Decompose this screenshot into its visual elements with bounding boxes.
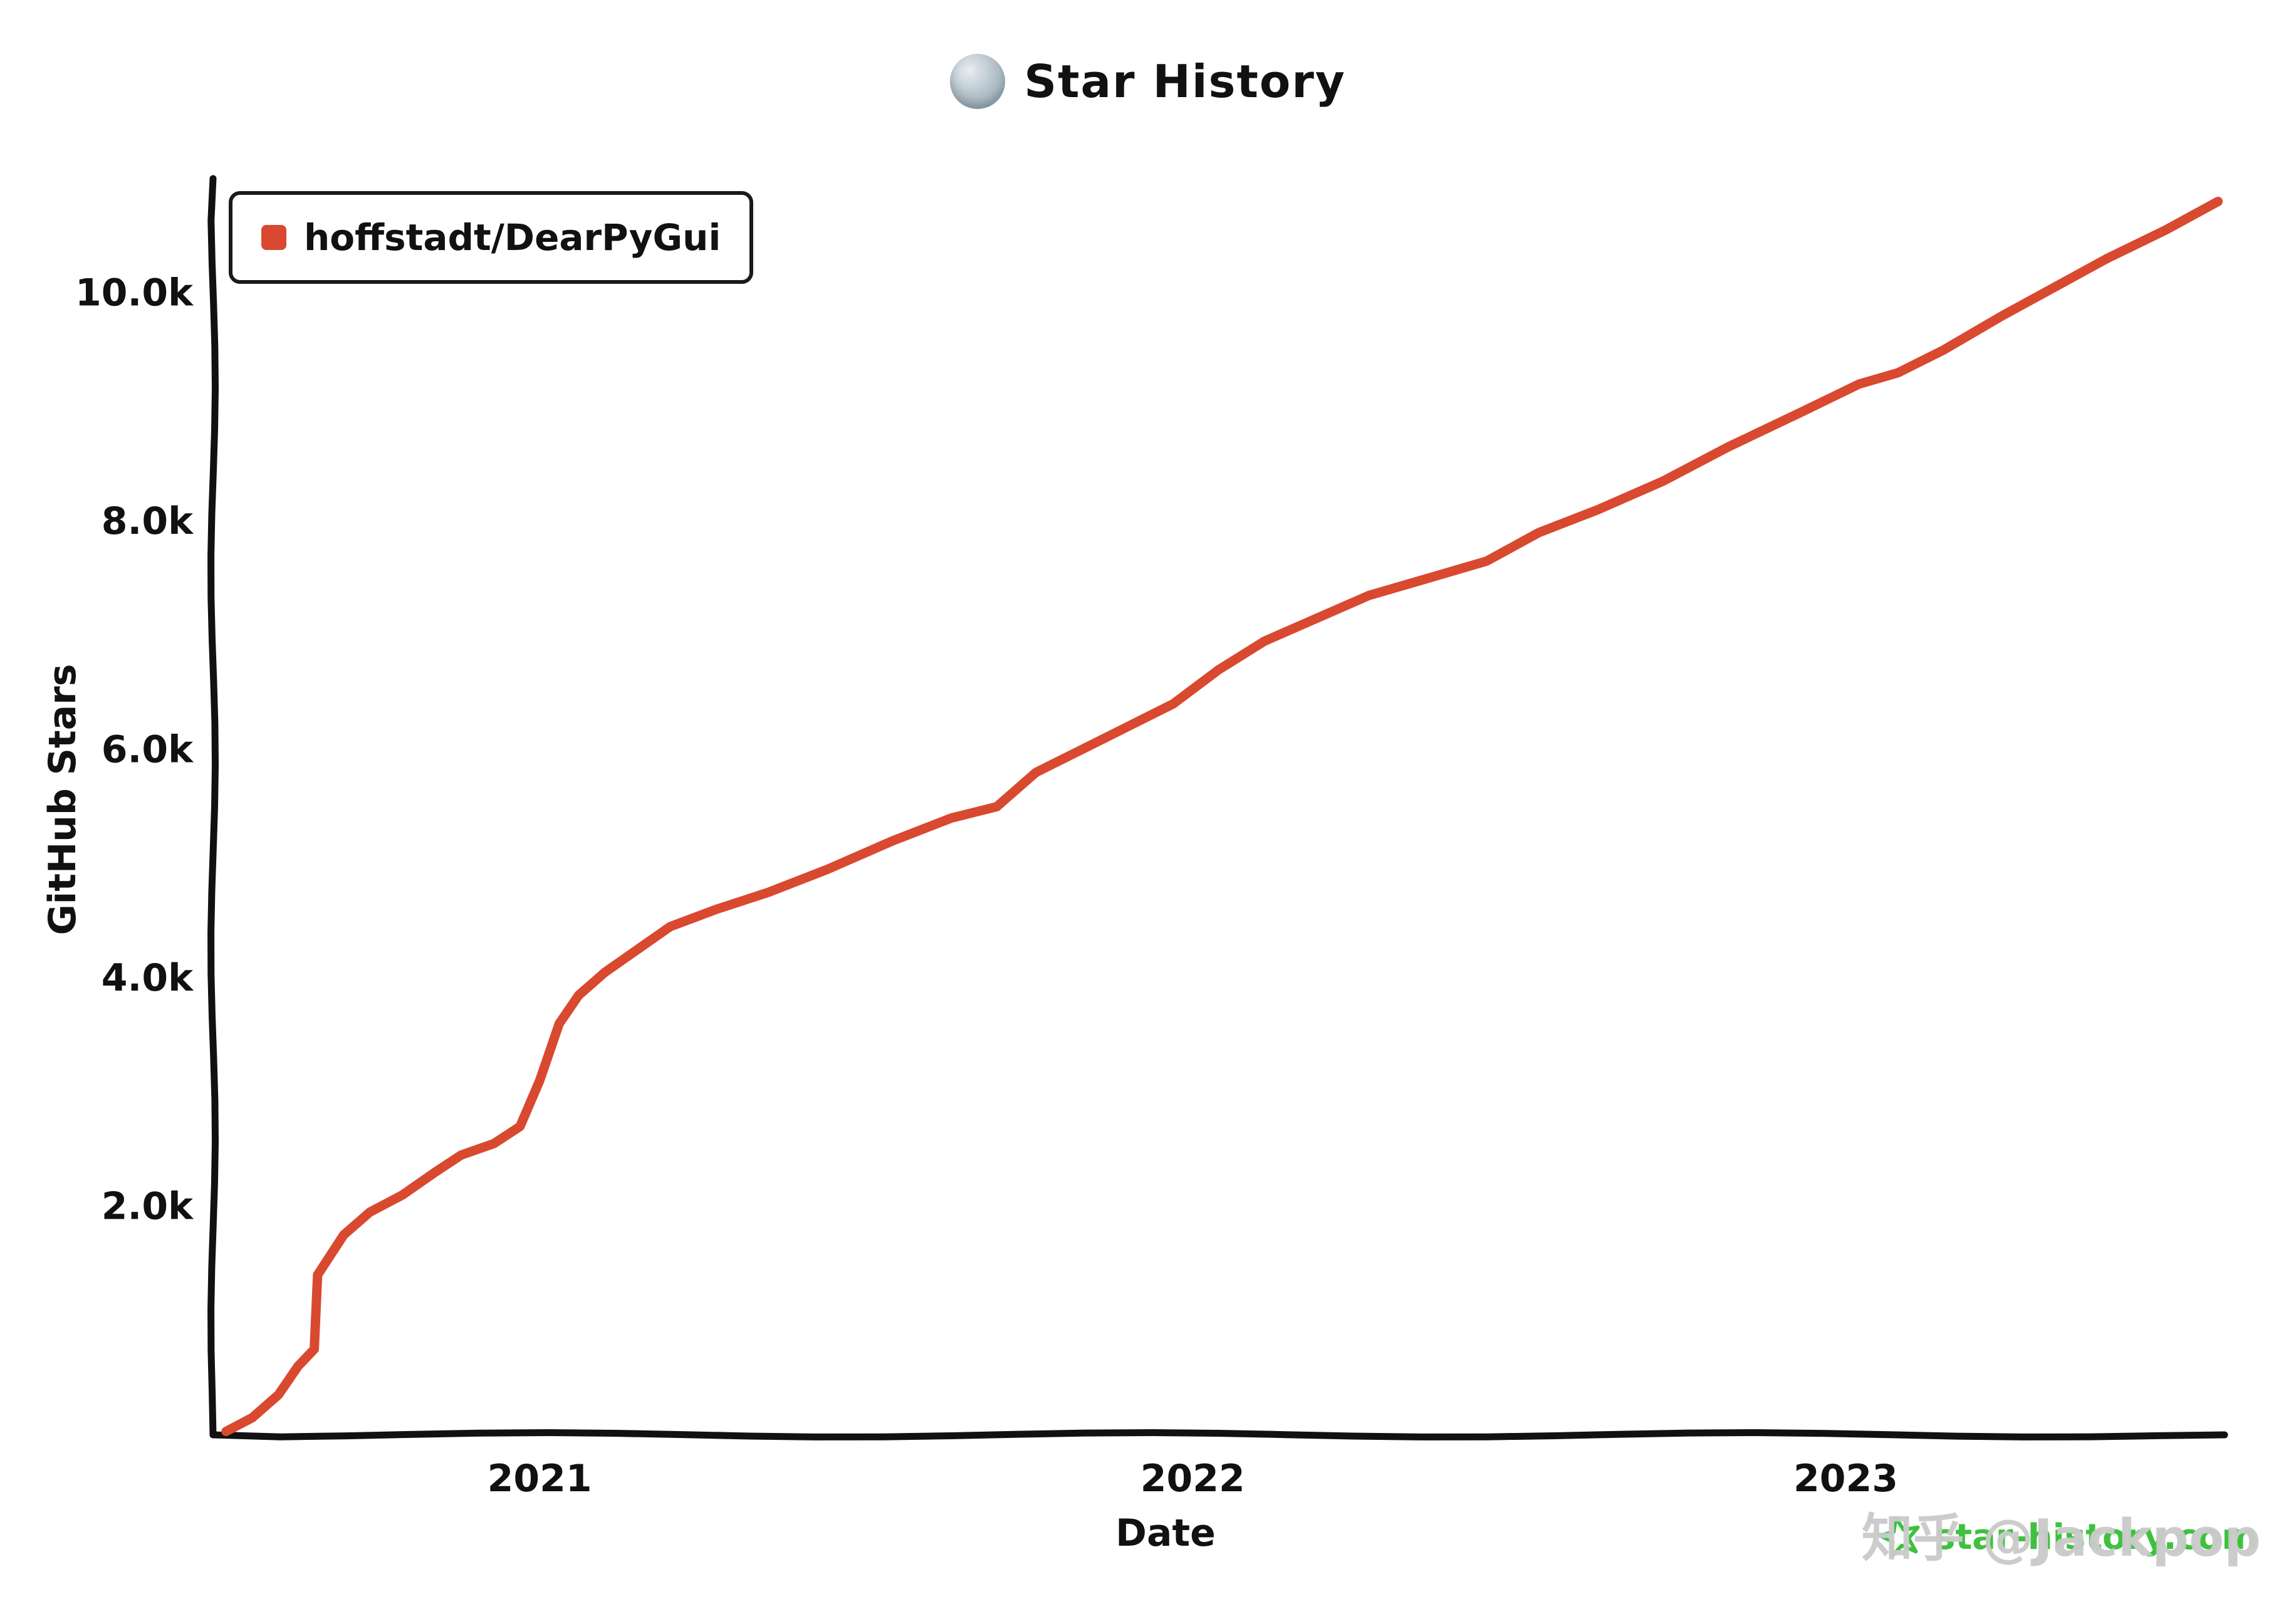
y-axis-label: GitHub Stars: [41, 664, 85, 935]
star-history-logo-icon: [1877, 1516, 1920, 1559]
y-tick-label: 8.0k: [102, 499, 194, 543]
x-axis-label: Date: [1115, 1511, 1216, 1555]
branding[interactable]: star-history.com: [1877, 1514, 2258, 1560]
y-axis: [207, 175, 219, 1439]
y-tick-label: 6.0k: [102, 727, 194, 771]
x-tick-label: 2021: [488, 1457, 592, 1501]
y-tick-label: 2.0k: [102, 1184, 194, 1228]
y-tick-label: 10.0k: [75, 271, 194, 315]
watermark-text: 知乎 @Jackpop: [1861, 1509, 2261, 1568]
x-tick-label: 2022: [1140, 1457, 1245, 1501]
branding-site-text: star-history.com: [1934, 1516, 2258, 1558]
y-tick-label: 4.0k: [102, 956, 194, 1000]
legend-color-swatch: [261, 225, 286, 250]
avatar-icon: [950, 54, 1006, 109]
legend-series-label: hoffstadt/DearPyGui: [304, 216, 721, 259]
x-axis: [209, 1429, 2228, 1440]
x-tick-label: 2023: [1793, 1457, 1898, 1501]
legend[interactable]: hoffstadt/DearPyGui: [229, 191, 754, 284]
series-line: [221, 197, 2223, 1436]
page-title: Star History: [1024, 55, 1346, 108]
header: Star History: [0, 54, 2296, 109]
